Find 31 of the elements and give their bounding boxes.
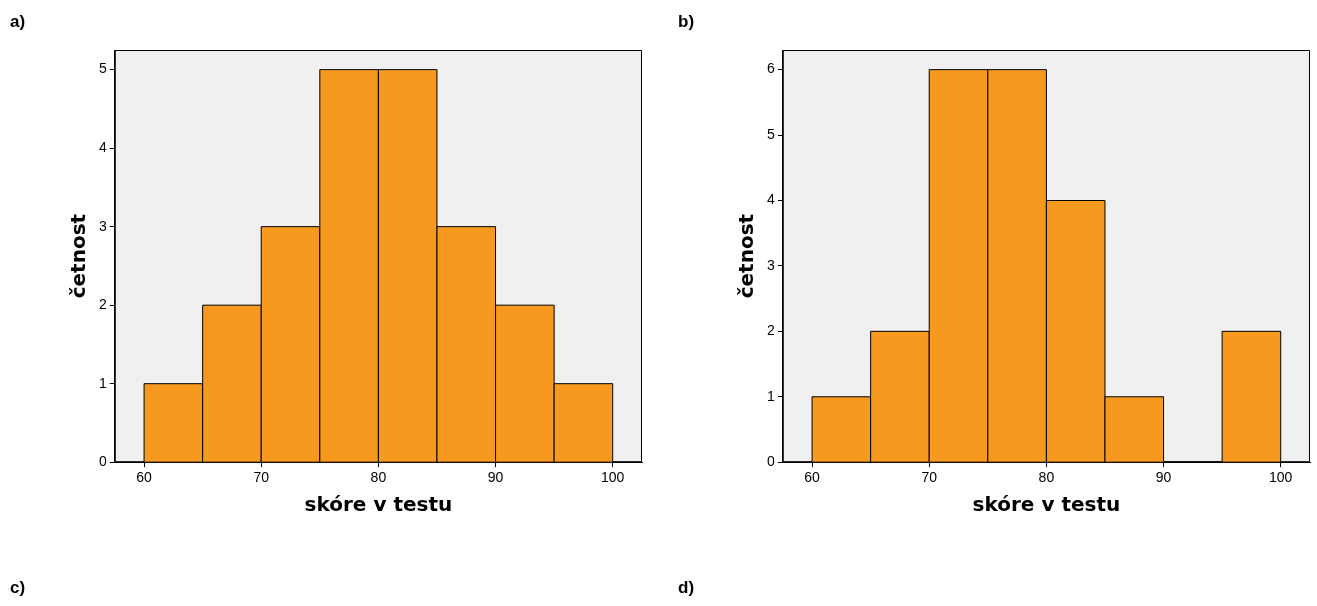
x-tick-label: 60	[136, 469, 153, 486]
y-tick-label: 0	[766, 453, 775, 470]
x-tick-label: 90	[487, 469, 504, 486]
x-tick-label: 70	[921, 469, 938, 486]
y-tick-label: 2	[766, 322, 775, 339]
x-tick-label: 100	[1269, 469, 1293, 486]
text: d)	[678, 578, 695, 598]
x-axis-title: skóre v testu	[972, 492, 1121, 517]
x-tick-label: 70	[253, 469, 270, 486]
x-axis-title: skóre v testu	[304, 492, 453, 517]
x-tick-label: 80	[1038, 469, 1055, 486]
y-tick-label: 5	[766, 125, 775, 142]
y-tick-label: 1	[98, 374, 107, 391]
x-tick-label: 80	[370, 469, 387, 486]
y-tick-label: 0	[98, 453, 107, 470]
y-axis-title: četnost	[66, 213, 91, 299]
x-tick-label: 90	[1155, 469, 1172, 486]
y-tick-label: 2	[98, 296, 107, 313]
y-tick-label: 3	[766, 256, 775, 273]
chart-title: a)	[10, 12, 26, 32]
chart-title: b)	[678, 12, 695, 32]
x-tick-label: 100	[601, 469, 625, 486]
x-tick-label: 60	[804, 469, 821, 486]
y-tick-label: 4	[766, 191, 775, 208]
y-tick-label: 3	[98, 217, 107, 234]
y-tick-label: 1	[766, 387, 775, 404]
y-axis-title: četnost	[734, 213, 759, 299]
y-tick-label: 4	[98, 139, 107, 155]
y-tick-label: 5	[98, 60, 107, 77]
text: c)	[10, 578, 26, 598]
y-tick-label: 6	[766, 60, 775, 77]
